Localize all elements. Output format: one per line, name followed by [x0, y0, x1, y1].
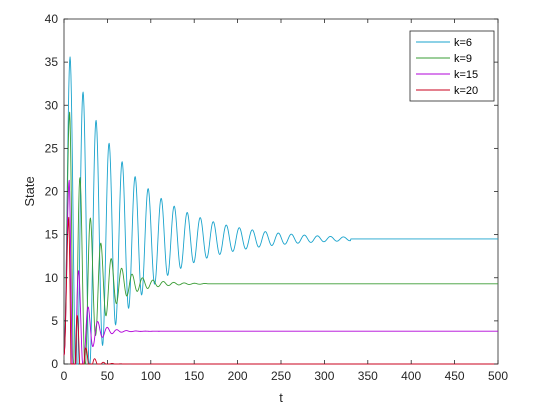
- series-line-k=15: [63, 179, 499, 365]
- x-tick-label: 50: [101, 369, 115, 383]
- x-tick-label: 500: [488, 369, 508, 383]
- x-tick-label: 450: [445, 369, 465, 383]
- legend-label: k=6: [454, 37, 472, 49]
- x-tick-label: 0: [61, 369, 68, 383]
- x-tick-label: 350: [358, 369, 378, 383]
- series-line-k=9: [63, 111, 499, 365]
- x-tick-label: 100: [141, 369, 161, 383]
- y-tick-label: 10: [45, 271, 59, 285]
- legend-label: k=15: [454, 69, 478, 81]
- legend-label: k=20: [454, 85, 478, 97]
- y-tick-label: 30: [45, 98, 59, 112]
- y-tick-label: 15: [45, 228, 59, 242]
- x-tick-label: 200: [228, 369, 248, 383]
- y-tick-label: 0: [51, 357, 58, 371]
- legend-box: [409, 30, 495, 102]
- legend: k=6 k=9 k=15 k=20: [409, 30, 495, 102]
- y-tick-label: 25: [45, 141, 59, 155]
- x-tick-label: 300: [314, 369, 334, 383]
- x-tick-label: 150: [184, 369, 204, 383]
- y-tick-label: 5: [51, 314, 58, 328]
- legend-label: k=9: [454, 53, 472, 65]
- y-axis-label: State: [22, 176, 37, 206]
- x-tick-label: 400: [401, 369, 421, 383]
- ticks-layer: 0 50 100 150 200 250 300 350 400 450 500 0 5 10 15 20 25…: [45, 12, 509, 383]
- y-tick-label: 20: [45, 185, 59, 199]
- y-tick-label: 40: [45, 12, 59, 26]
- series-line-k=6: [63, 56, 499, 365]
- x-axis-label: t: [279, 390, 283, 405]
- y-tick-label: 35: [45, 55, 59, 69]
- x-tick-label: 250: [271, 369, 291, 383]
